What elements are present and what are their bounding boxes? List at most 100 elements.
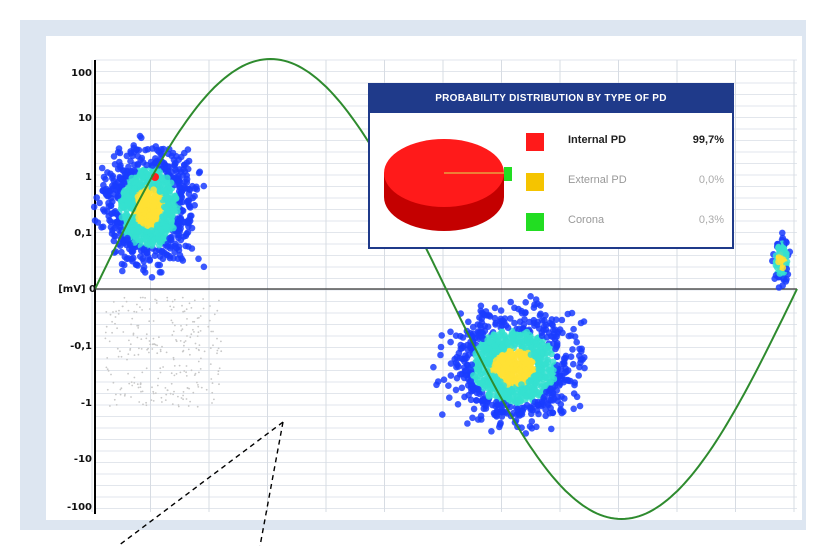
data-point: [522, 366, 530, 374]
data-point: [511, 319, 518, 327]
data-point: [458, 384, 466, 392]
data-point: [526, 318, 533, 326]
data-point: [154, 221, 161, 229]
data-point: [528, 410, 535, 418]
data-point: [478, 324, 485, 332]
data-point: [93, 194, 100, 201]
legend-item-label: Internal PD: [568, 134, 627, 146]
data-point: [125, 255, 132, 262]
legend-item-label: Corona: [568, 214, 605, 226]
noise-dot: [123, 296, 126, 299]
noise-dot: [128, 382, 131, 385]
data-point: [178, 255, 185, 262]
data-point: [516, 334, 524, 341]
noise-dot: [108, 340, 111, 343]
data-point: [158, 248, 166, 256]
data-point: [137, 253, 144, 260]
noise-dot: [130, 381, 133, 383]
data-point: [479, 396, 487, 403]
legend-item-corona: Corona 0,3%: [520, 211, 728, 233]
callout-line: [259, 421, 284, 546]
y-tick-label: 100: [71, 68, 92, 79]
data-point: [159, 213, 167, 221]
noise-dot: [192, 391, 195, 394]
data-point: [530, 366, 537, 373]
noise-dot: [177, 404, 180, 406]
noise-dot: [121, 305, 124, 308]
data-point: [518, 355, 525, 363]
data-point: [492, 319, 500, 327]
noise-dot: [115, 393, 117, 396]
data-point: [457, 341, 465, 349]
noise-dot: [160, 396, 163, 399]
data-point: [128, 174, 136, 182]
noise-dot: [180, 329, 183, 332]
data-point: [176, 199, 184, 206]
data-point: [152, 143, 160, 150]
data-point: [470, 372, 477, 379]
data-point: [144, 222, 151, 229]
data-point: [437, 351, 444, 359]
noise-dot: [171, 334, 174, 336]
noise-dot: [210, 378, 213, 380]
noise-dot: [196, 335, 199, 337]
noise-dot: [200, 357, 202, 360]
noise-dot: [172, 356, 175, 359]
data-point: [511, 341, 518, 348]
noise-dot: [187, 348, 190, 351]
noise-dot: [175, 373, 178, 375]
noise-dot: [145, 333, 148, 336]
data-point: [560, 378, 567, 386]
noise-dot: [166, 299, 169, 302]
noise-dot: [106, 388, 109, 391]
legend-item-value: 99,7%: [692, 134, 724, 146]
noise-dot: [170, 308, 173, 311]
noise-dot: [196, 405, 199, 408]
data-point: [777, 255, 784, 263]
data-point: [512, 377, 519, 385]
data-point: [195, 255, 202, 263]
noise-dot: [141, 371, 144, 374]
data-point: [109, 227, 116, 234]
noise-dot: [192, 320, 194, 323]
noise-dot: [182, 398, 185, 401]
noise-dot: [199, 330, 202, 332]
data-point: [486, 338, 493, 346]
noise-dot: [116, 347, 119, 350]
y-axis-unit: [mV]: [58, 284, 86, 295]
data-point: [552, 316, 560, 324]
data-point: [454, 401, 462, 408]
y-tick-label: -10: [73, 454, 92, 465]
noise-dot: [164, 399, 167, 401]
noise-dot: [152, 320, 155, 322]
data-point: [567, 377, 574, 385]
noise-dot: [119, 350, 121, 353]
noise-dot: [172, 393, 175, 396]
data-point: [462, 367, 470, 375]
noise-dot: [125, 300, 128, 303]
noise-dot: [141, 390, 144, 393]
noise-dot: [210, 330, 213, 333]
data-point: [143, 240, 151, 248]
data-point: [164, 163, 172, 170]
data-point: [783, 239, 790, 246]
data-point: [581, 364, 588, 372]
data-point: [549, 333, 557, 341]
data-point: [525, 378, 533, 386]
noise-dot: [186, 335, 188, 337]
noise-dot: [183, 344, 185, 347]
noise-dot: [190, 333, 193, 336]
data-point: [120, 261, 128, 269]
noise-dot: [173, 298, 176, 301]
y-tick-zero: 0: [89, 284, 96, 295]
data-point: [521, 316, 528, 323]
noise-dot: [155, 299, 158, 302]
data-point: [446, 394, 453, 402]
noise-dot: [170, 382, 173, 385]
data-point: [454, 361, 461, 369]
noise-dot: [133, 354, 136, 356]
data-point: [175, 219, 182, 227]
reference-sine-curve: [94, 57, 798, 521]
noise-dot: [148, 320, 151, 323]
data-point: [119, 267, 126, 275]
